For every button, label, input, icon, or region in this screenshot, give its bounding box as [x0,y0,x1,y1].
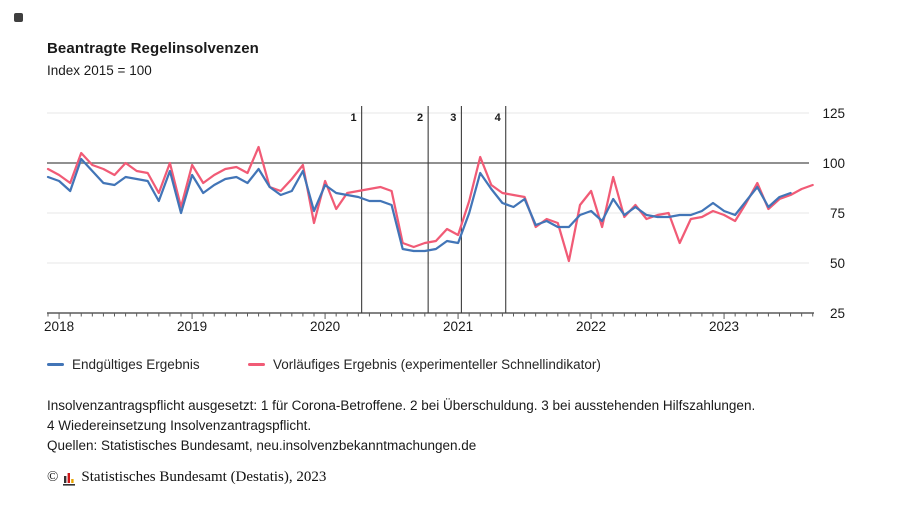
svg-text:2021: 2021 [443,319,473,334]
insolvency-line-chart: 125 100 75 50 25 2018 2019 2020 2021 2022 2023 1 2 3 4 [44,106,845,334]
svg-text:50: 50 [830,256,845,271]
legend-label-final: Endgültiges Ergebnis [72,357,200,372]
svg-text:2018: 2018 [44,319,74,334]
chart-canvas: 125 100 75 50 25 2018 2019 2020 2021 2022 2023 1 2 3 4 [44,106,845,334]
event-line-label: 2 [417,112,423,124]
event-lines: 1 2 3 4 [351,106,507,313]
legend-swatch-final [47,363,64,366]
footnote-restrictions: Insolvenzantragspflicht ausgesetzt: 1 fü… [47,398,756,433]
svg-text:75: 75 [830,206,845,221]
footnote-block: Insolvenzantragspflicht ausgesetzt: 1 fü… [47,396,765,456]
y-axis-labels: 125 100 75 50 25 [822,106,845,321]
copyright-symbol: © [47,469,59,485]
x-axis: 2018 2019 2020 2021 2022 2023 [44,312,814,334]
event-line-label: 1 [351,112,357,124]
series-line-preliminary [46,145,814,263]
event-line-label: 3 [450,112,456,124]
svg-text:2020: 2020 [310,319,340,334]
legend-item-final: Endgültiges Ergebnis [47,357,200,372]
svg-text:2023: 2023 [709,319,739,334]
series-line-final [46,157,792,253]
copyright-text: Statistisches Bundesamt (Destatis), 2023 [81,469,327,485]
window-artifact-dot [14,13,23,22]
svg-text:125: 125 [822,106,845,121]
legend-swatch-preliminary [248,363,265,366]
svg-text:100: 100 [822,156,845,171]
footnote-sources: Quellen: Statistisches Bundesamt, neu.in… [47,438,477,453]
page-title: Beantragte Regelinsolvenzen [47,40,259,57]
legend-label-preliminary: Vorläufiges Ergebnis (experimenteller Sc… [273,357,601,372]
page-subtitle: Index 2015 = 100 [47,63,152,78]
svg-text:2022: 2022 [576,319,606,334]
svg-text:25: 25 [830,306,845,321]
destatis-logo-icon [63,472,76,486]
copyright-line: © Statistisches Bundesamt (Destatis), 20… [47,469,326,486]
event-line-label: 4 [495,112,502,124]
legend-item-preliminary: Vorläufiges Ergebnis (experimenteller Sc… [248,357,601,372]
svg-text:2019: 2019 [177,319,207,334]
